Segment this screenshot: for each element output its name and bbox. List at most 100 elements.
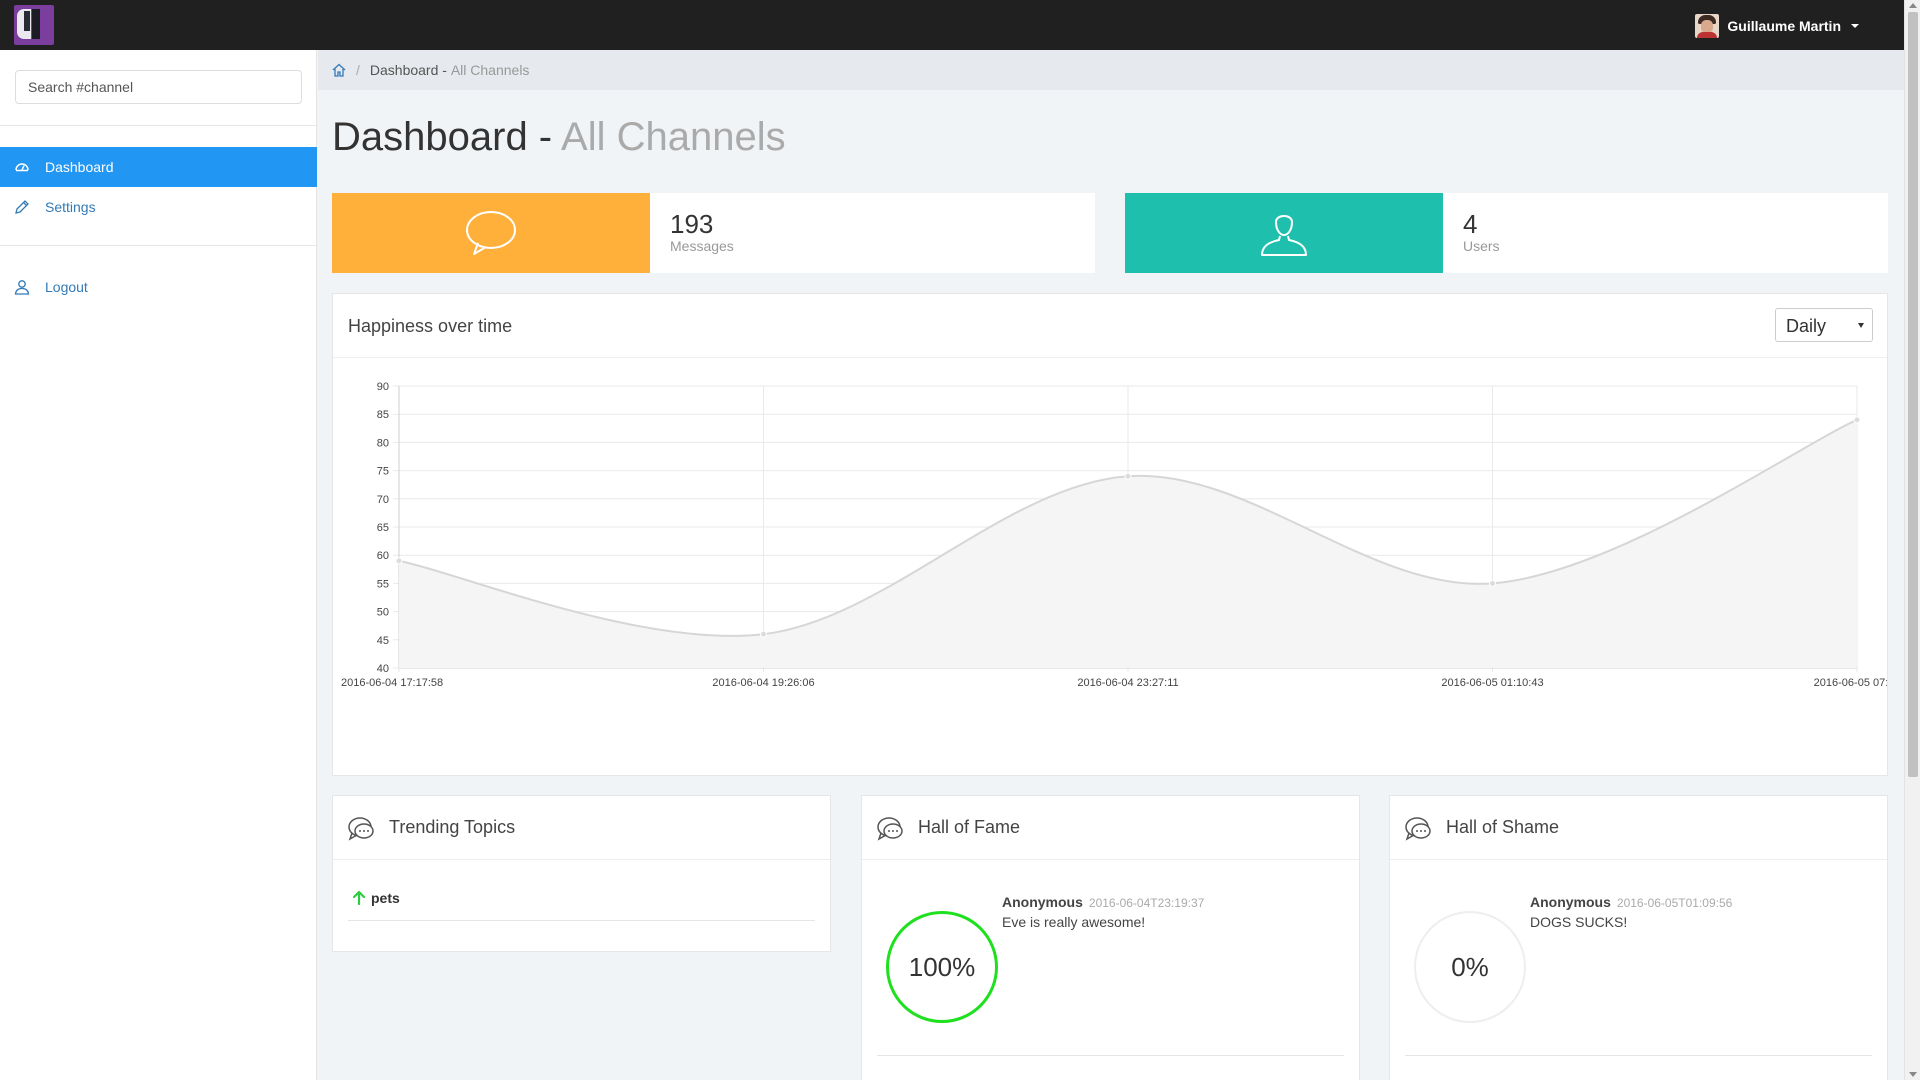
y-tick-label: 85 (377, 409, 389, 421)
breadcrumb-current: Dashboard - (369, 62, 451, 78)
sidebar-divider (0, 245, 317, 246)
user-avatar (1695, 14, 1720, 38)
fame-title: Hall of Fame (918, 817, 1021, 837)
select-arrow-icon (1858, 323, 1864, 328)
happiness-title: Happiness over time (348, 316, 513, 336)
chat-bubbles-icon (1405, 817, 1431, 841)
sidebar-item-settings[interactable]: Settings (0, 187, 317, 227)
fame-divider (877, 1055, 1344, 1056)
messages-count: 193 (670, 209, 714, 239)
period-select-value: Daily (1786, 316, 1827, 336)
home-icon[interactable] (332, 63, 346, 77)
trending-topic-item[interactable]: pets (348, 876, 815, 921)
x-tick-label: 2016-06-04 23:27:11 (1077, 677, 1178, 689)
happiness-panel: Happiness over time Daily 40 45 50 55 60 65 70… (332, 293, 1888, 776)
pencil-icon (14, 199, 30, 215)
y-tick-label: 50 (377, 607, 389, 619)
users-count: 4 (1463, 209, 1478, 239)
fame-timestamp: 2016-06-04T23:19:37 (1088, 896, 1205, 910)
page-title: Dashboard - All Channels (332, 115, 786, 160)
fame-score-ring: 100% (886, 911, 998, 1023)
shame-message: DOGS SUCKS! (1530, 914, 1628, 930)
scrollbar-thumb[interactable] (1908, 12, 1918, 777)
sidebar-item-label: Dashboard (45, 159, 114, 175)
user-outline-icon (1261, 215, 1307, 256)
trending-title: Trending Topics (389, 817, 516, 837)
chat-bubbles-icon (348, 817, 374, 841)
hall-of-shame-panel: Hall of Shame 0% Anonymous 2016-06-05T01:… (1389, 795, 1888, 1080)
messages-stat-iconbox (332, 193, 650, 273)
hall-of-fame-panel: Hall of Fame 100% Anonymous 2016-06-04T23… (861, 795, 1360, 1080)
happiness-point (1489, 579, 1496, 587)
arrow-up-icon (353, 891, 365, 905)
scroll-down-icon[interactable] (1909, 1072, 1917, 1077)
dashboard-icon (14, 159, 30, 175)
page-title-main: Dashboard (332, 115, 528, 159)
trending-topics-panel: Trending Topics pets (332, 795, 831, 952)
user-name: Guillaume Martin (1727, 18, 1841, 34)
shame-timestamp: 2016-06-05T01:09:56 (1616, 896, 1733, 910)
chat-bubble-icon (466, 211, 516, 255)
fame-panel-heading: Hall of Fame (862, 796, 1359, 860)
app-logo[interactable] (14, 5, 54, 45)
happiness-point (1124, 472, 1132, 480)
happiness-point (1853, 416, 1861, 424)
messages-stat-card: 193 Messages (332, 193, 1095, 273)
shame-title: Hall of Shame (1446, 817, 1560, 837)
y-tick-label: 60 (377, 550, 389, 562)
y-tick-label: 75 (377, 466, 389, 478)
x-tick-label: 2016-06-04 19:26:06 (712, 677, 814, 689)
breadcrumb-sub: All Channels (450, 62, 530, 78)
sidebar: Dashboard Settings Logout (0, 50, 317, 1080)
fame-score: 100% (908, 951, 976, 982)
shame-author: Anonymous (1530, 894, 1611, 910)
x-tick-label: 2016-06-05 07:11:23 (1814, 677, 1887, 689)
sidebar-item-logout[interactable]: Logout (0, 267, 317, 307)
top-navbar: Guillaume Martin (0, 0, 1904, 50)
users-stat-iconbox (1125, 193, 1443, 273)
period-select[interactable]: Daily (1775, 308, 1873, 342)
x-tick-label: 2016-06-04 17:17:58 (341, 677, 443, 689)
user-icon (14, 279, 30, 295)
happiness-panel-heading: Happiness over time Daily (333, 294, 1887, 358)
shame-author-line: Anonymous 2016-06-05T01:09:56 (1530, 894, 1732, 910)
users-label: Users (1463, 238, 1500, 254)
shame-score: 0% (1451, 951, 1489, 982)
fame-author-line: Anonymous 2016-06-04T23:19:37 (1002, 894, 1204, 910)
breadcrumb-separator: / (356, 62, 360, 78)
messages-label: Messages (670, 238, 734, 254)
channel-search-input[interactable] (15, 70, 302, 104)
y-tick-label: 55 (377, 578, 389, 590)
sidebar-item-dashboard[interactable]: Dashboard (0, 147, 317, 187)
y-tick-label: 90 (377, 381, 389, 393)
y-tick-label: 40 (377, 663, 389, 675)
page-title-subtitle: All Channels (561, 115, 786, 159)
page-title-separator: - (527, 115, 562, 159)
trending-topic-label: pets (371, 890, 400, 906)
happiness-chart: 40 45 50 55 60 65 70 75 80 85 90 2016-06-04 17:17:5… (341, 381, 1887, 689)
user-menu[interactable]: Guillaume Martin (1695, 13, 1859, 39)
sidebar-divider (0, 125, 317, 126)
sidebar-item-label: Logout (45, 279, 88, 295)
trending-panel-heading: Trending Topics (333, 796, 830, 860)
y-tick-label: 45 (377, 635, 389, 647)
scroll-up-icon[interactable] (1909, 3, 1917, 8)
sidebar-item-label: Settings (45, 199, 96, 215)
users-stat-card: 4 Users (1125, 193, 1888, 273)
y-tick-label: 70 (377, 494, 389, 506)
fame-author: Anonymous (1002, 894, 1083, 910)
caret-down-icon (1851, 24, 1859, 28)
fame-message: Eve is really awesome! (1002, 914, 1146, 930)
chat-bubbles-icon (877, 817, 903, 841)
shame-score-ring: 0% (1414, 911, 1526, 1023)
happiness-point (760, 630, 767, 638)
y-tick-label: 65 (377, 522, 389, 534)
happiness-point (395, 557, 403, 565)
x-tick-label: 2016-06-05 01:10:43 (1441, 677, 1543, 689)
happiness-area (399, 419, 1857, 668)
breadcrumb: / Dashboard - All Channels (318, 50, 1904, 90)
y-tick-label: 80 (377, 437, 389, 449)
shame-panel-heading: Hall of Shame (1390, 796, 1887, 860)
page-scrollbar[interactable] (1904, 0, 1920, 1080)
shame-divider (1405, 1055, 1872, 1056)
